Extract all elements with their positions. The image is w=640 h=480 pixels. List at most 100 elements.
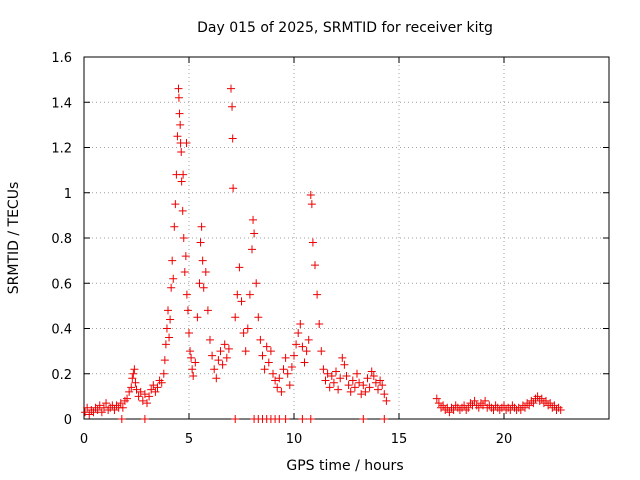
data-point: [191, 358, 200, 367]
data-point: [359, 381, 368, 390]
data-point: [283, 369, 292, 378]
data-point: [338, 353, 347, 362]
data-point: [189, 372, 198, 381]
data-point: [302, 347, 311, 356]
data-point: [95, 401, 104, 410]
data-point: [252, 279, 261, 288]
data-point: [198, 256, 207, 265]
data-point: [329, 378, 338, 387]
data-point: [214, 356, 223, 365]
data-point: [201, 267, 210, 276]
data-point: [116, 399, 125, 408]
data-point: [287, 362, 296, 371]
data-point: [164, 306, 172, 315]
data-point: [239, 329, 248, 338]
data-point: [216, 347, 225, 356]
data-point: [138, 396, 147, 405]
data-point: [371, 378, 380, 387]
data-point: [296, 319, 305, 328]
data-point: [533, 392, 542, 401]
data-point: [212, 374, 221, 383]
x-tick-label: 0: [80, 432, 88, 447]
data-point: [206, 335, 214, 344]
data-point: [180, 267, 189, 276]
y-tick-label: 0.4: [51, 323, 72, 338]
data-point: [516, 405, 525, 414]
data-point: [183, 306, 192, 315]
data-point: [304, 335, 313, 344]
data-point: [325, 383, 334, 392]
data-point: [256, 335, 265, 344]
data-point: [208, 351, 217, 360]
data-point: [258, 351, 267, 360]
data-point: [153, 383, 162, 392]
data-point: [151, 387, 160, 396]
data-point: [195, 279, 204, 288]
data-point: [220, 340, 229, 349]
data-point: [179, 234, 188, 242]
data-point: [118, 403, 127, 412]
data-point: [266, 347, 275, 356]
data-point: [311, 261, 319, 270]
data-point: [348, 376, 357, 385]
data-point: [162, 324, 171, 333]
data-point: [140, 390, 149, 399]
data-point: [319, 365, 328, 374]
data-point: [125, 387, 134, 396]
data-point: [243, 324, 252, 333]
data-point: [177, 177, 186, 186]
data-point: [218, 360, 227, 369]
data-point: [298, 342, 307, 351]
data-point: [145, 392, 154, 401]
data-point: [537, 394, 546, 403]
data-point: [128, 374, 137, 383]
data-point: [147, 385, 156, 394]
data-point: [281, 415, 290, 423]
x-tick-labels: 0 5 10 15 20: [80, 432, 512, 447]
data-point: [481, 396, 490, 405]
data-point: [260, 365, 269, 374]
y-tick-label: 1.4: [51, 96, 72, 111]
data-point: [227, 84, 235, 93]
data-point: [178, 206, 187, 215]
y-tick-label: 1.2: [51, 142, 72, 157]
y-tick-label: 0.6: [51, 277, 72, 292]
data-point: [130, 365, 139, 374]
x-tick-label: 15: [391, 432, 408, 447]
data-point: [361, 387, 370, 396]
data-point: [131, 378, 140, 387]
data-point: [229, 184, 238, 193]
data-point: [439, 401, 448, 410]
data-point: [365, 383, 374, 392]
y-tick-label: 0: [64, 413, 72, 428]
data-point: [199, 283, 208, 292]
data-point: [281, 353, 290, 362]
data-point: [175, 109, 184, 118]
data-point: [161, 340, 170, 349]
data-point: [248, 245, 256, 254]
data-point: [378, 381, 387, 390]
data-point: [228, 102, 237, 111]
data-point: [285, 381, 294, 390]
data-point: [127, 383, 136, 392]
data-point: [529, 399, 538, 408]
data-point: [327, 372, 336, 381]
data-point: [380, 390, 389, 399]
data-point: [344, 381, 353, 390]
data-point: [262, 342, 271, 351]
data-point: [313, 290, 322, 299]
data-point: [273, 383, 282, 392]
data-point: [129, 369, 138, 378]
data-point: [306, 415, 315, 423]
y-tick-label: 1.6: [51, 51, 72, 66]
data-point: [81, 408, 90, 417]
data-point: [174, 93, 183, 102]
y-tick-labels: 0 0.2 0.4 0.6 0.8 1 1.2 1.4 1.6: [51, 51, 72, 428]
data-point: [464, 403, 473, 412]
data-point: [275, 374, 284, 383]
x-tick-label: 5: [185, 432, 193, 447]
data-point: [117, 415, 126, 423]
data-point: [249, 215, 258, 224]
data-point: [89, 408, 98, 417]
data-point: [224, 344, 233, 353]
